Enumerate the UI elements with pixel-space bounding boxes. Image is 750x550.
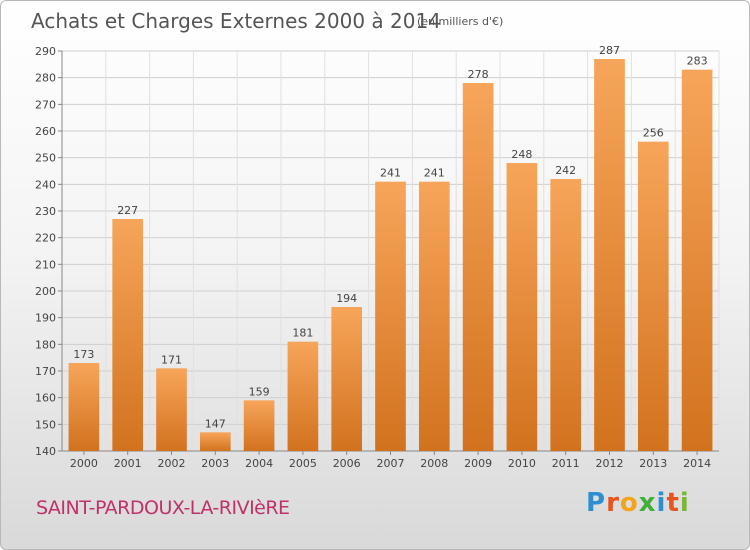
bar xyxy=(375,181,406,451)
bar xyxy=(331,307,363,451)
x-tick-label: 2006 xyxy=(333,457,361,470)
bar-value-label: 242 xyxy=(555,164,576,177)
bar-value-label: 248 xyxy=(511,148,532,161)
y-tick-label: 180 xyxy=(35,338,56,351)
logo-letter: t xyxy=(666,488,680,518)
bar xyxy=(287,341,319,451)
chart-title: Achats et Charges Externes 2000 à 2014 xyxy=(31,9,441,33)
x-tick-label: 2008 xyxy=(420,457,448,470)
y-tick-label: 260 xyxy=(35,125,56,138)
data-labels: 173 227 171 147 159 181 194 241 241 278 248 242 287 2… xyxy=(73,44,707,430)
x-tick-label: 2001 xyxy=(114,457,142,470)
bars xyxy=(68,59,713,452)
y-tick-label: 160 xyxy=(35,392,56,405)
bar xyxy=(594,59,625,451)
commune-name: SAINT-PARDOUX-LA-RIVIèRE xyxy=(36,497,290,519)
bar xyxy=(199,432,231,451)
bar-value-label: 278 xyxy=(468,68,489,81)
y-tick-label: 240 xyxy=(35,178,56,191)
chart-subtitle: (en milliers d'€) xyxy=(417,15,504,28)
y-tick-label: 230 xyxy=(35,205,56,218)
bar-value-label: 147 xyxy=(205,417,226,430)
bar-value-label: 194 xyxy=(336,292,357,305)
x-tick-label: 2005 xyxy=(289,457,317,470)
logo-letter: r xyxy=(606,488,620,518)
x-tick-label: 2004 xyxy=(245,457,273,470)
x-tick-label: 2009 xyxy=(464,457,492,470)
y-tick-label: 140 xyxy=(35,445,56,458)
logo-letter: o xyxy=(619,488,639,518)
bar-value-label: 256 xyxy=(643,127,664,140)
x-tick-label: 2003 xyxy=(201,457,229,470)
bar-value-label: 159 xyxy=(249,385,270,398)
bar-value-label: 171 xyxy=(161,353,182,366)
bar-value-label: 241 xyxy=(424,167,445,180)
bar xyxy=(637,141,669,451)
x-tick-label: 2002 xyxy=(158,457,186,470)
logo-letter: P xyxy=(586,488,607,518)
logo-letter: i xyxy=(679,488,690,518)
x-tick-label: 2011 xyxy=(552,457,580,470)
x-tick-label: 2013 xyxy=(639,457,667,470)
bar-chart: 140 150 160 170 180 190 200 210 220 230 240 250 260 2… xyxy=(35,44,720,470)
bar-value-label: 173 xyxy=(73,348,94,361)
bar xyxy=(681,69,713,452)
x-tick-label: 2014 xyxy=(683,457,711,470)
y-tick-label: 280 xyxy=(35,72,56,85)
axes: 140 150 160 170 180 190 200 210 220 230 240 250 260 2… xyxy=(35,45,719,470)
bar xyxy=(418,181,450,451)
bar-value-label: 287 xyxy=(599,44,620,57)
y-tick-label: 190 xyxy=(35,312,56,325)
bar xyxy=(112,219,144,451)
logo-letter: x xyxy=(638,488,657,518)
x-tick-label: 2007 xyxy=(377,457,405,470)
y-tick-label: 170 xyxy=(35,365,56,378)
y-tick-label: 220 xyxy=(35,232,56,245)
bar xyxy=(550,179,582,451)
y-tick-label: 290 xyxy=(35,45,56,58)
y-tick-label: 200 xyxy=(35,285,56,298)
bar xyxy=(68,363,100,451)
y-tick-label: 270 xyxy=(35,98,56,111)
bar-value-label: 181 xyxy=(292,327,313,340)
bar-value-label: 227 xyxy=(117,204,138,217)
x-tick-label: 2000 xyxy=(70,457,98,470)
x-tick-label: 2010 xyxy=(508,457,536,470)
y-tick-label: 210 xyxy=(35,258,56,271)
x-tick-label: 2012 xyxy=(596,457,624,470)
bar xyxy=(506,163,538,451)
logo-letter: i xyxy=(656,488,667,518)
bar-value-label: 241 xyxy=(380,167,401,180)
y-tick-label: 250 xyxy=(35,152,56,165)
bar-value-label: 283 xyxy=(687,55,708,68)
bar xyxy=(462,83,494,451)
y-tick-label: 150 xyxy=(35,418,56,431)
bar xyxy=(156,368,187,451)
bar xyxy=(243,400,275,451)
proxiti-logo: Proxiti xyxy=(586,488,690,518)
